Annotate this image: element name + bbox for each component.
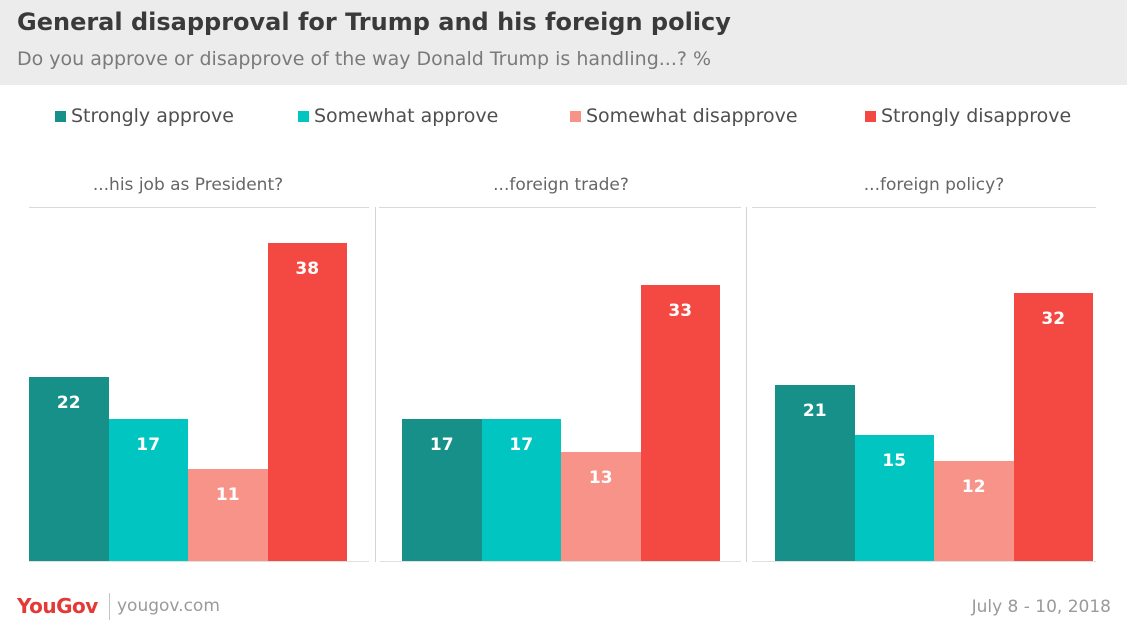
legend-swatch-strongly-disapprove — [865, 110, 876, 122]
bar-strongly-disapprove — [640, 284, 720, 561]
chart-title: General disapproval for Trump and his fo… — [17, 8, 731, 36]
legend-item-somewhat-disapprove: Somewhat disapprove — [570, 104, 798, 128]
panel-title-foreign-trade: ...foreign trade? — [493, 175, 629, 195]
header-banner: General disapproval for Trump and his fo… — [0, 0, 1127, 85]
bar-strongly-disapprove — [267, 242, 347, 561]
legend-swatch-strongly-approve — [55, 110, 66, 122]
bar-somewhat-approve — [481, 418, 561, 561]
bar-somewhat-disapprove — [188, 468, 268, 561]
legend-label: Somewhat approve — [314, 105, 499, 127]
panel-top-rule — [29, 207, 369, 208]
chart-subtitle: Do you approve or disapprove of the way … — [17, 48, 712, 70]
legend-swatch-somewhat-disapprove — [570, 110, 581, 122]
bar-value-label: 11 — [215, 484, 240, 505]
bar-value-label: 17 — [509, 434, 534, 455]
bar-somewhat-approve — [854, 435, 934, 561]
panel-title-foreign-policy: ...foreign policy? — [863, 175, 1005, 195]
legend-item-somewhat-approve: Somewhat approve — [298, 104, 498, 128]
bar-value-label: 22 — [56, 392, 81, 413]
legend-label: Somewhat disapprove — [586, 105, 798, 127]
footer-divider — [109, 593, 110, 620]
bar-value-label: 17 — [429, 434, 454, 455]
bar-somewhat-disapprove — [934, 460, 1014, 561]
panel-baseline — [752, 561, 1096, 562]
yougov-logo: YouGov — [17, 594, 98, 618]
panel-divider — [375, 207, 376, 562]
bar-strongly-disapprove — [1013, 293, 1093, 561]
bar-strongly-approve — [775, 385, 855, 561]
bar-strongly-approve — [402, 418, 482, 561]
bar-value-label: 13 — [588, 468, 613, 489]
bar-value-label: 15 — [882, 451, 907, 472]
footer-date: July 8 - 10, 2018 — [971, 597, 1111, 617]
bar-value-label: 33 — [668, 300, 693, 321]
bar-value-label: 32 — [1041, 309, 1066, 330]
panel-baseline — [380, 561, 741, 562]
bar-strongly-approve — [29, 376, 109, 561]
panel-title-president: ...his job as President? — [92, 175, 284, 195]
footer-website: yougov.com — [117, 596, 220, 616]
bar-value-label: 12 — [961, 476, 986, 497]
bar-somewhat-approve — [108, 418, 188, 561]
legend-label: Strongly disapprove — [881, 105, 1072, 127]
bar-somewhat-disapprove — [561, 452, 641, 561]
legend-item-strongly-approve: Strongly approve — [55, 104, 234, 128]
bar-value-label: 38 — [295, 258, 320, 279]
legend-swatch-somewhat-approve — [298, 110, 309, 122]
panel-top-rule — [752, 207, 1096, 208]
legend-item-strongly-disapprove: Strongly disapprove — [865, 104, 1071, 128]
bar-value-label: 17 — [136, 434, 161, 455]
panel-divider — [746, 207, 747, 562]
bar-value-label: 21 — [802, 401, 827, 422]
panel-baseline — [29, 561, 369, 562]
legend-label: Strongly approve — [71, 105, 234, 127]
panel-top-rule — [379, 207, 741, 208]
